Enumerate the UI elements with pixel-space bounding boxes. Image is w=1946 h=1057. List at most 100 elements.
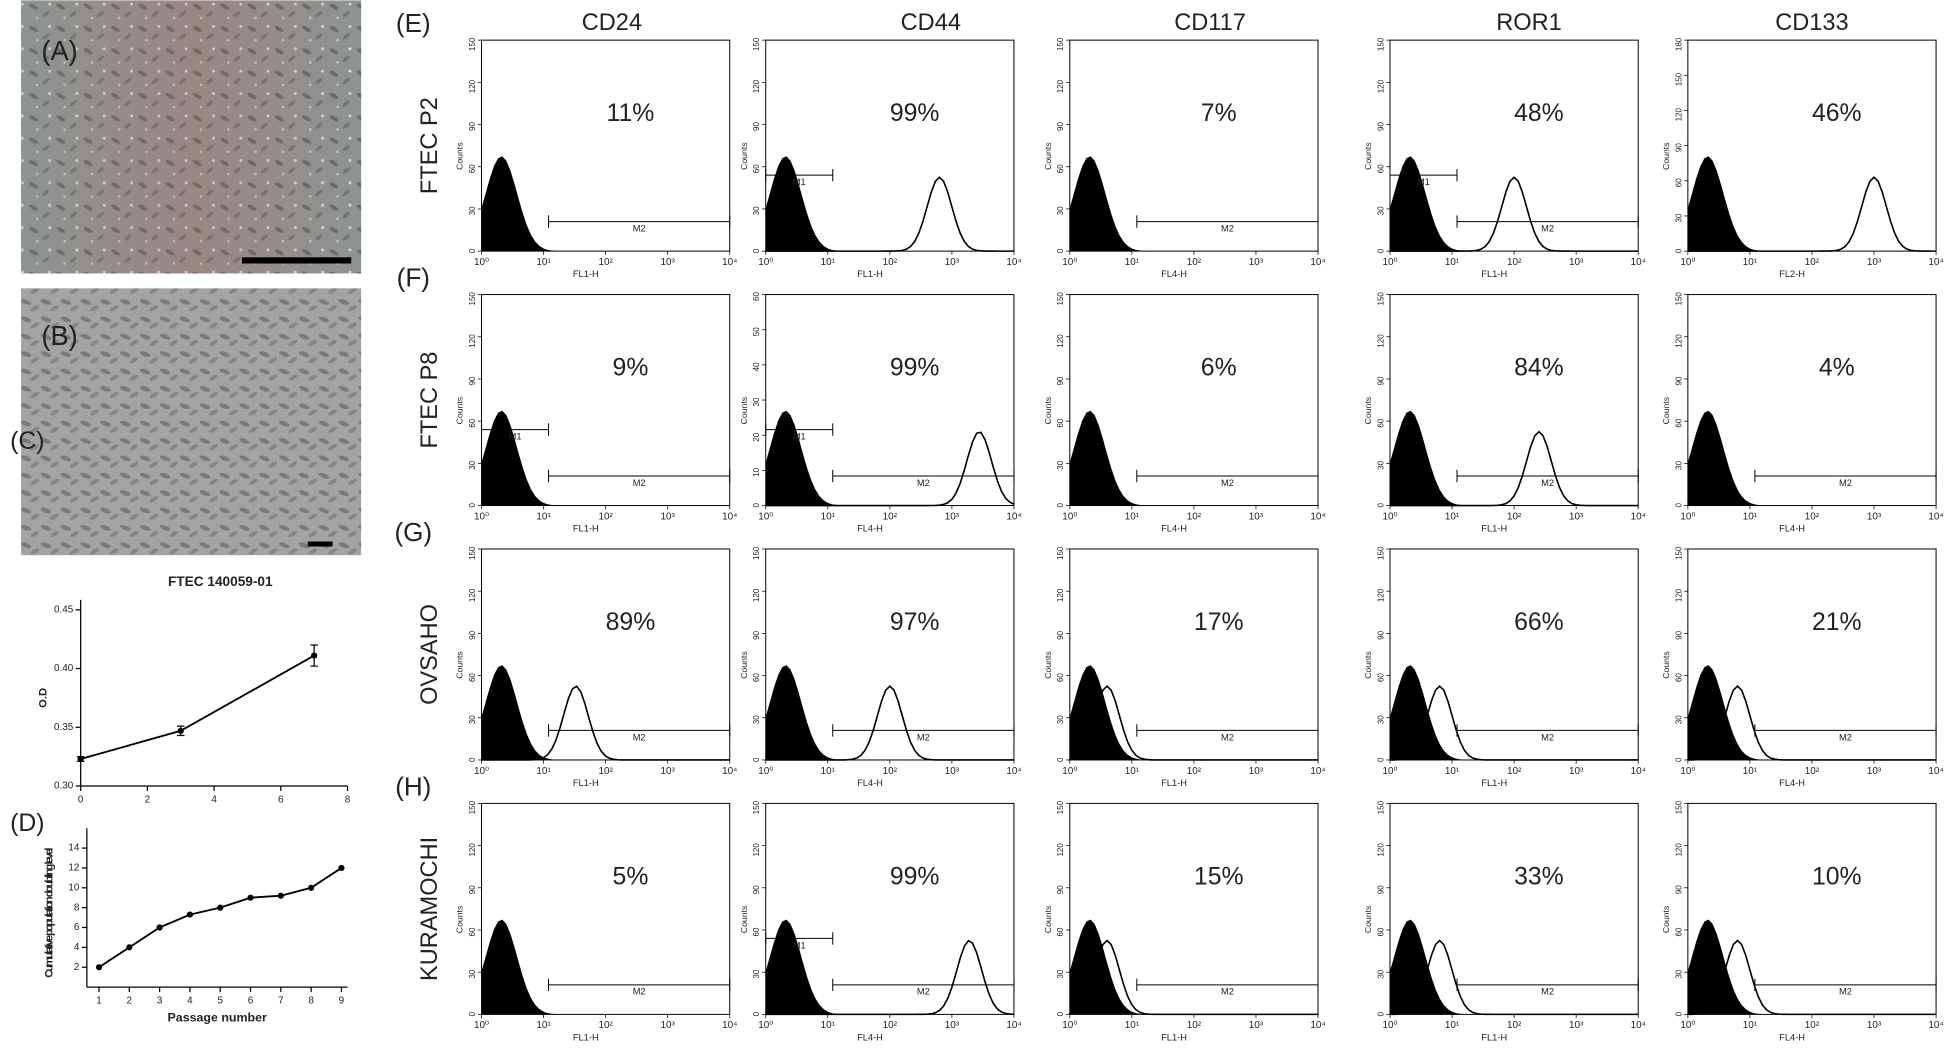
y-axis-label: Counts [1043, 396, 1053, 424]
isotype-histogram [481, 665, 730, 760]
point [247, 894, 254, 901]
gate-label: M1 [793, 431, 806, 441]
row-label: KURAMOCHI [416, 837, 442, 981]
y-tick-label: 30 [1376, 460, 1385, 469]
panel-label: (H) [395, 771, 431, 801]
x-tick-label: 6 [248, 995, 254, 1006]
x-tick-label: 10⁰ [474, 766, 489, 777]
gate-label: M2 [917, 987, 930, 997]
percent-label: 5% [613, 863, 649, 890]
y-tick-label: 30 [752, 397, 761, 406]
y-tick-label: 150 [752, 546, 761, 560]
y-tick-label: 30 [468, 206, 477, 215]
x-tick-label: 10³ [1867, 1020, 1882, 1031]
y-axis-label: Counts [455, 142, 465, 170]
y-tick-label: 0 [752, 503, 761, 508]
marker-histogram [1390, 430, 1639, 507]
y-tick-label: 2 [74, 962, 80, 973]
y-axis-label: Counts [1043, 905, 1053, 933]
x-tick-label: 10² [1805, 766, 1820, 777]
x-tick-label: 10⁴ [722, 511, 737, 522]
y-tick-label: 90 [468, 122, 477, 131]
y-tick-label: 30 [1674, 213, 1683, 222]
x-tick-label: 10⁴ [1631, 766, 1646, 777]
point [217, 904, 224, 911]
y-axis-label: Counts [739, 396, 749, 424]
y-axis-label: Counts [1363, 905, 1373, 933]
x-tick-label: 9 [339, 995, 345, 1006]
y-tick-label: 30 [1376, 715, 1385, 724]
marker-histogram [1068, 939, 1319, 1016]
x-tick-label: 10⁴ [1310, 766, 1325, 777]
x-axis-label: FL4-H [1161, 524, 1187, 534]
isotype-histogram [1687, 410, 1937, 506]
gate [1456, 724, 1639, 737]
isotype-histogram [481, 156, 730, 252]
gate-label: M2 [633, 223, 646, 233]
panel-label: (B) [41, 320, 77, 351]
row-label: FTEC P8 [416, 352, 442, 449]
histogram-frame [1389, 294, 1639, 507]
column-header: ROR1 [1496, 9, 1562, 35]
x-tick-label: 10¹ [821, 257, 836, 268]
x-tick-label: 10² [598, 257, 613, 268]
x-tick-label: 10¹ [821, 511, 836, 522]
y-tick-label: 90 [1376, 630, 1385, 639]
x-tick-label: 10² [883, 1020, 898, 1031]
y-tick-label: 120 [468, 588, 477, 602]
x-tick-label: 10¹ [536, 511, 551, 522]
row-label: FTEC P2 [416, 97, 442, 194]
x-axis-label: FL1-H [1481, 1032, 1507, 1042]
y-axis-label: Counts [455, 651, 465, 679]
gate-label: M2 [1541, 223, 1554, 233]
y-tick-label: 60 [752, 164, 761, 173]
y-tick-label: 60 [1376, 418, 1385, 427]
y-axis-label: Cumulative population doubling level [44, 847, 56, 977]
y-tick-label: 10 [68, 882, 80, 893]
percent-label: 11% [607, 100, 655, 127]
y-tick-label: 60 [1056, 927, 1065, 936]
x-tick-label: 0 [78, 794, 84, 805]
y-tick-label: 120 [1674, 588, 1683, 602]
point [156, 924, 163, 931]
x-tick-label: 10⁴ [1310, 511, 1325, 522]
y-tick-label: 30 [1674, 969, 1683, 978]
y-tick-label: 120 [1056, 79, 1065, 93]
x-tick-label: 10² [1187, 1020, 1202, 1031]
percent-label: 9% [613, 355, 649, 382]
y-tick-label: 150 [468, 292, 477, 306]
gate-label: M2 [917, 732, 930, 742]
y-tick-label: 20 [752, 432, 761, 441]
x-tick-label: 10¹ [536, 257, 551, 268]
y-tick-label: 60 [752, 927, 761, 936]
y-tick-label: 120 [1674, 334, 1683, 348]
x-axis-label: FL1-H [1481, 778, 1507, 788]
x-tick-label: 10² [1187, 511, 1202, 522]
y-tick-label: 150 [1056, 800, 1065, 814]
x-tick-label: 10⁰ [1383, 766, 1398, 777]
x-tick-label: 10³ [1867, 511, 1882, 522]
x-tick-label: 10⁰ [1062, 511, 1077, 522]
y-tick-label: 60 [1376, 164, 1385, 173]
x-tick-label: 10¹ [1445, 257, 1460, 268]
marker-histogram [481, 685, 730, 761]
y-tick-label: 30 [752, 969, 761, 978]
y-tick-label: 30 [1056, 460, 1065, 469]
x-axis-label: FL1-H [573, 778, 599, 788]
y-tick-label: 90 [468, 885, 477, 894]
x-axis-label: FL1-H [1161, 778, 1187, 788]
gate-label: M2 [1541, 987, 1554, 997]
x-tick-label: 10² [1507, 257, 1522, 268]
y-tick-label: 40 [752, 362, 761, 371]
x-tick-label: 10³ [661, 766, 676, 777]
gate-label: M2 [1541, 478, 1554, 488]
x-tick-label: 4 [187, 995, 193, 1006]
y-tick-label: 30 [1376, 969, 1385, 978]
x-tick-label: 10² [1805, 257, 1820, 268]
y-tick-label: 0 [468, 248, 477, 253]
x-tick-label: 8 [345, 794, 351, 805]
y-tick-label: 150 [1674, 800, 1683, 814]
x-tick-label: 2 [145, 794, 151, 805]
gate [1389, 168, 1458, 182]
marker-histogram [1687, 939, 1937, 1016]
